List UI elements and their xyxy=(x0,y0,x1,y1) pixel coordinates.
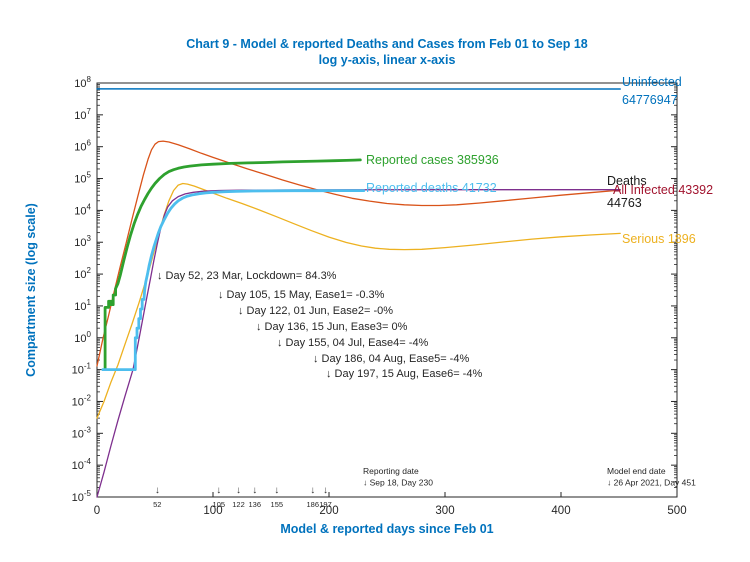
reported-cases-value-label: Reported cases 385936 xyxy=(366,153,499,167)
event-day-tick-label: 122 xyxy=(232,500,245,509)
y-tick-label: 10-3 xyxy=(72,425,92,440)
event-annotation: ↓ Day 155, 04 Jul, Ease4= -4% xyxy=(277,337,429,349)
model-end-date-note: ↓ 26 Apr 2021, Day 451 xyxy=(607,478,696,488)
event-annotation: ↓ Day 197, 15 Aug, Ease6= -4% xyxy=(326,368,482,380)
series-line-reported-cases xyxy=(103,158,362,372)
x-tick-label: 300 xyxy=(435,505,454,517)
axes-box xyxy=(96,82,678,498)
event-annotation: ↓ Day 105, 15 May, Ease1= -0.3% xyxy=(218,289,385,301)
x-tick-label: 100 xyxy=(203,505,222,517)
event-day-tick-label: 136 xyxy=(249,500,262,509)
uninfected-value-label: 64776947 xyxy=(622,93,678,107)
y-tick-label: 105 xyxy=(74,171,91,186)
y-tick-label: 10-4 xyxy=(72,457,92,472)
x-axis-label: Model & reported days since Feb 01 xyxy=(280,522,494,536)
y-tick-label: 107 xyxy=(74,107,91,122)
chart-subtitle: log y-axis, linear x-axis xyxy=(318,53,456,67)
x-tick-label: 400 xyxy=(551,505,570,517)
y-tick-label: 108 xyxy=(74,75,91,90)
serious-value-label: Serious 1896 xyxy=(622,232,696,246)
event-day-tick-label: 197 xyxy=(319,500,332,509)
event-day-arrow: ↓ xyxy=(155,485,160,496)
event-day-tick-label: 186 xyxy=(307,500,320,509)
uninfected-value-label: Uninfected xyxy=(622,75,682,89)
event-day-arrow: ↓ xyxy=(216,485,221,496)
x-tick-label: 0 xyxy=(94,505,100,517)
y-tick-label: 10-2 xyxy=(72,393,92,408)
model-end-date-note: Model end date xyxy=(607,466,666,476)
y-tick-label: 106 xyxy=(74,139,91,154)
event-annotation: ↓ Day 136, 15 Jun, Ease3= 0% xyxy=(256,321,408,333)
all-infected-value-label: All Infected 43392 xyxy=(613,183,713,197)
x-tick-label: 200 xyxy=(319,505,338,517)
event-day-tick-label: 155 xyxy=(271,500,284,509)
deaths-value-label: 44763 xyxy=(607,196,642,210)
y-tick-label: 102 xyxy=(74,266,91,281)
event-day-arrow: ↓ xyxy=(323,485,328,496)
reported-deaths-value-label: Reported deaths 41732 xyxy=(366,181,497,195)
event-day-arrow: ↓ xyxy=(274,485,279,496)
event-annotation: ↓ Day 122, 01 Jun, Ease2= -0% xyxy=(238,305,393,317)
chart-title: Chart 9 - Model & reported Deaths and Ca… xyxy=(186,37,588,51)
reporting-date-note: ↓ Sep 18, Day 230 xyxy=(363,478,433,488)
event-day-tick-label: 105 xyxy=(213,500,226,509)
event-day-tick-label: 52 xyxy=(153,500,161,509)
y-tick-label: 10-1 xyxy=(72,362,92,377)
y-tick-label: 101 xyxy=(74,298,91,313)
event-day-arrow: ↓ xyxy=(236,485,241,496)
event-annotation: ↓ Day 52, 23 Mar, Lockdown= 84.3% xyxy=(157,270,337,282)
event-day-arrow: ↓ xyxy=(252,485,257,496)
series-line-serious xyxy=(96,182,621,419)
deaths-value-label: Deaths xyxy=(607,174,647,188)
y-tick-label: 104 xyxy=(74,202,91,217)
event-annotation: ↓ Day 186, 04 Aug, Ease5= -4% xyxy=(313,353,469,365)
y-tick-label: 100 xyxy=(74,330,91,345)
reporting-date-note: Reporting date xyxy=(363,466,419,476)
y-tick-label: 103 xyxy=(74,234,91,249)
y-tick-label: 10-5 xyxy=(72,489,92,504)
series-line-reported-deaths xyxy=(101,189,366,372)
event-day-arrow: ↓ xyxy=(310,485,315,496)
x-tick-label: 500 xyxy=(667,505,686,517)
